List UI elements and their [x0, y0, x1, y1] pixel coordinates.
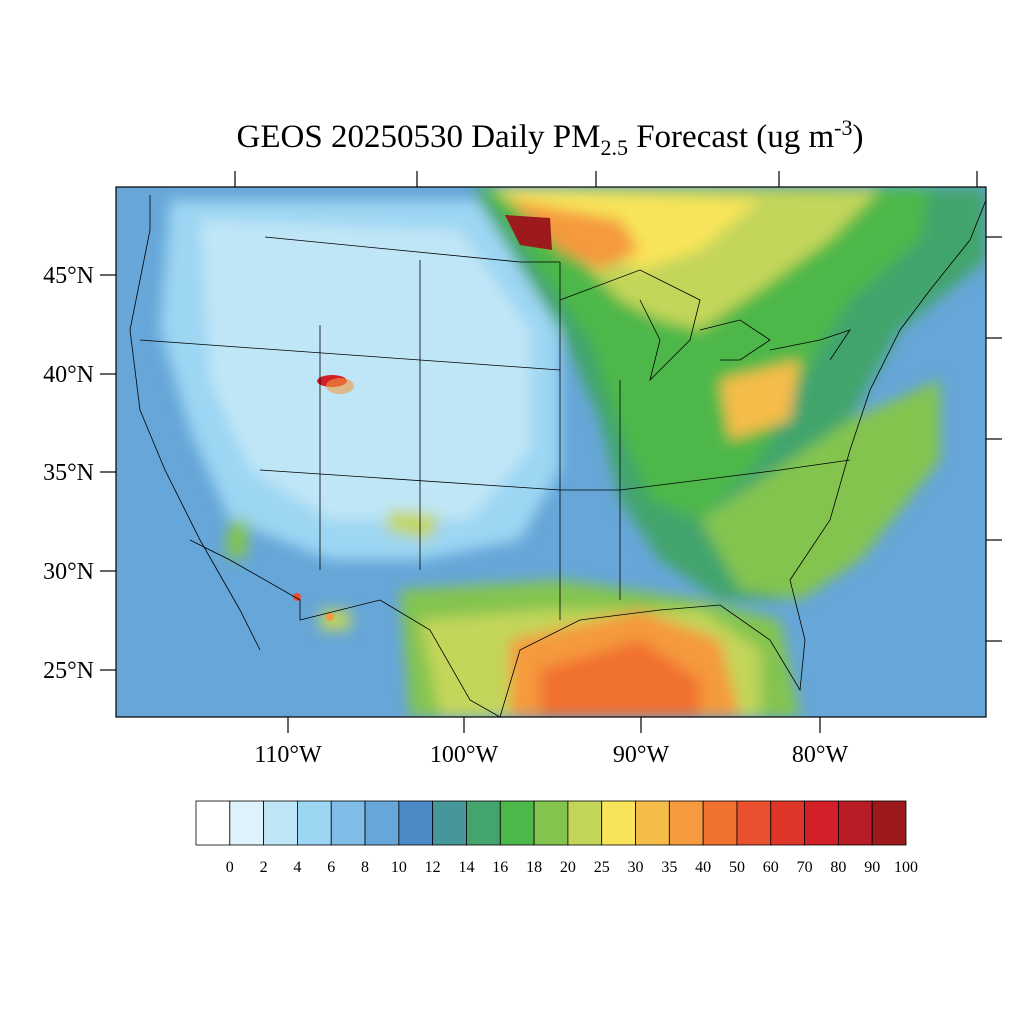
colorbar-box — [195, 800, 231, 846]
lon-label: 90°W — [613, 742, 670, 768]
colorbar-box — [533, 800, 569, 846]
colorbar-label: 100 — [894, 859, 918, 876]
colorbar-box — [330, 800, 366, 846]
lat-label: 35°N — [43, 460, 94, 486]
colorbar-label: 70 — [797, 859, 813, 876]
colorbar-label: 60 — [763, 859, 779, 876]
map-frame — [115, 186, 987, 718]
colorbar-box — [466, 800, 501, 846]
colorbar-box — [297, 800, 332, 846]
colorbar-label: 4 — [293, 859, 301, 876]
lon-label: 80°W — [792, 742, 849, 768]
colorbar-box — [668, 800, 704, 846]
colorbar-box — [432, 800, 467, 846]
title-sup: -3 — [834, 115, 852, 140]
colorbar-box — [398, 800, 434, 846]
frame-ticks — [100, 171, 1002, 733]
colorbar-label: 6 — [327, 859, 335, 876]
lat-label: 40°N — [43, 362, 94, 388]
colorbar-label: 35 — [661, 859, 677, 876]
colorbar-box — [635, 800, 670, 846]
colorbar-box — [770, 800, 805, 846]
colorbar-box — [601, 800, 636, 846]
colorbar-label: 2 — [260, 859, 268, 876]
colorbar-label: 12 — [425, 859, 441, 876]
colorbar-label: 50 — [729, 859, 745, 876]
lat-label: 25°N — [43, 658, 94, 684]
colorbar-label: 0 — [226, 859, 234, 876]
colorbar-label: 14 — [458, 859, 474, 876]
colorbar-box — [736, 800, 772, 846]
colorbar-box — [364, 800, 400, 846]
axis-labels: 45°N 40°N 35°N 30°N 25°N 110°W 100°W 90°W 80°W — [43, 263, 848, 768]
title-mid: Forecast (ug m — [628, 119, 835, 155]
colorbar-label: 90 — [864, 859, 880, 876]
lat-label: 30°N — [43, 559, 94, 585]
lon-label: 100°W — [430, 742, 499, 768]
colorbar: 0 2 4 6 8 10 12 14 16 18 20 25 30 35 40 50 60 70 80 90 100 — [195, 800, 918, 876]
colorbar-box — [499, 800, 535, 846]
colorbar-label: 80 — [830, 859, 846, 876]
colorbar-box — [837, 800, 873, 846]
colorbar-label: 10 — [391, 859, 407, 876]
colorbar-label: 16 — [492, 859, 508, 876]
colorbar-label: 30 — [628, 859, 644, 876]
colorbar-box — [871, 800, 907, 846]
pm-field — [116, 187, 986, 717]
lat-label: 45°N — [43, 263, 94, 289]
colorbar-label: 8 — [361, 859, 369, 876]
title-sub: 2.5 — [600, 135, 628, 160]
colorbar-label: 20 — [560, 859, 576, 876]
colorbar-box — [804, 800, 839, 846]
title-main: GEOS 20250530 Daily PM — [237, 119, 601, 155]
lon-label: 110°W — [254, 742, 322, 768]
colorbar-box — [702, 800, 738, 846]
colorbar-label: 40 — [695, 859, 711, 876]
colorbar-box — [229, 800, 265, 846]
colorbar-box — [263, 800, 298, 846]
colorbar-label: 18 — [526, 859, 542, 876]
title: GEOS 20250530 Daily PM2.5 Forecast (ug m… — [237, 115, 864, 160]
colorbar-label: 25 — [594, 859, 610, 876]
title-end: ) — [852, 119, 863, 155]
colorbar-box — [567, 800, 603, 846]
